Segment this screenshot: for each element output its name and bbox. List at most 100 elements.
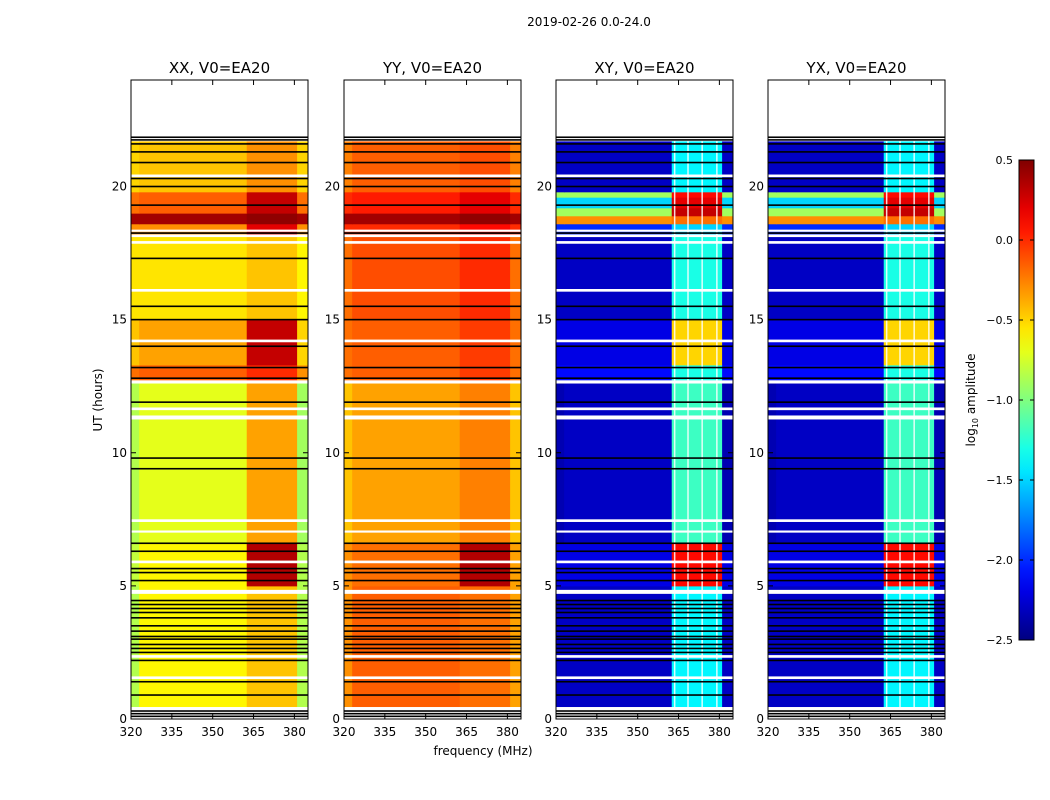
panel-xx: XX, V0=EA20 320 335 350 365 380 0 5 10 15 20 <box>112 59 309 739</box>
panel-yx: YX, V0=EA20 320 335 350 365 380 0 5 10 15 20 <box>749 59 946 739</box>
heatmap-cell <box>671 543 723 587</box>
heatmap-cell <box>671 234 723 321</box>
y-tick-label: 10 <box>112 446 127 460</box>
flagged-line <box>344 257 521 260</box>
y-tick-label: 15 <box>112 313 127 327</box>
flagged-gap <box>768 655 945 658</box>
heatmap-cell <box>776 543 885 587</box>
rfi-flag-column <box>687 141 689 708</box>
flagged-line <box>344 603 521 606</box>
flagged-gap <box>768 80 945 142</box>
flagged-line <box>556 571 733 574</box>
flagged-gap <box>131 241 308 244</box>
flagged-line <box>768 630 945 632</box>
flagged-gap <box>344 289 521 292</box>
flagged-line <box>344 607 521 610</box>
flagged-line <box>556 694 733 696</box>
flagged-line <box>131 257 308 260</box>
heatmap-cell <box>344 319 353 382</box>
flagged-line <box>768 638 945 640</box>
x-tick-label: 320 <box>333 725 356 739</box>
x-tick-label: 365 <box>455 725 478 739</box>
heatmap-cell <box>459 543 511 587</box>
panel-yy: YY, V0=EA20 320 335 350 365 380 0 5 10 15 20 <box>325 59 522 739</box>
heatmap-cell <box>510 223 521 235</box>
flagged-line <box>556 401 733 403</box>
heatmap-cell <box>139 585 248 708</box>
heatmap-cell <box>768 223 777 235</box>
flagged-line <box>768 647 945 650</box>
flagged-gap <box>768 289 945 292</box>
flagged-gap <box>131 339 308 343</box>
colorbar-tick-label: −2.0 <box>986 554 1013 567</box>
flagged-gap <box>768 407 945 411</box>
flagged-line <box>344 638 521 640</box>
heatmap-cell <box>564 585 673 708</box>
y-tick-label: 15 <box>325 313 340 327</box>
flagged-line <box>768 643 945 646</box>
rfi-flag-column <box>928 141 930 708</box>
y-tick-label: 20 <box>749 180 764 194</box>
flagged-line <box>131 635 308 638</box>
panel-title: YY, V0=EA20 <box>382 59 482 77</box>
flagged-line <box>556 617 733 619</box>
heatmap-cell <box>344 380 353 544</box>
heatmap-cell <box>297 234 308 321</box>
flagged-line <box>556 647 733 650</box>
flagged-line <box>768 635 945 638</box>
flagged-line <box>556 185 733 188</box>
heatmap-cell <box>768 585 777 708</box>
flagged-line <box>556 377 733 379</box>
rfi-flag-column <box>716 141 718 708</box>
heatmap-cell <box>934 197 945 209</box>
flagged-line <box>344 366 521 369</box>
heatmap-cell <box>564 234 673 321</box>
flagged-gap <box>768 415 945 420</box>
flagged-gap <box>556 407 733 411</box>
flagged-line <box>556 710 733 712</box>
heatmap-cell <box>722 319 733 366</box>
heatmap-cell <box>459 585 511 708</box>
x-tick-label: 350 <box>626 725 649 739</box>
heatmap-cell <box>246 364 298 382</box>
heatmap-cell <box>564 319 673 366</box>
heatmap-cell <box>510 380 521 544</box>
heatmap-cell <box>459 141 511 193</box>
heatmap-cell <box>722 543 733 587</box>
x-tick-label: 380 <box>708 725 731 739</box>
flagged-gap <box>768 174 945 178</box>
flagged-line <box>768 143 945 145</box>
flagged-gap <box>131 229 308 232</box>
heatmap-cell <box>131 380 140 544</box>
flagged-line <box>556 457 733 459</box>
colorbar-tick-label: −1.0 <box>986 394 1013 407</box>
flagged-line <box>131 457 308 459</box>
flagged-gap <box>768 229 945 232</box>
flagged-line <box>131 204 308 206</box>
flagged-line <box>131 710 308 712</box>
flagged-line <box>768 232 945 234</box>
flagged-line <box>344 712 521 715</box>
heatmap-cell <box>510 234 521 321</box>
x-tick-label: 335 <box>160 725 183 739</box>
heatmap-cell <box>131 213 140 225</box>
heatmap-cell <box>246 141 298 193</box>
x-tick-label: 380 <box>496 725 519 739</box>
flagged-line <box>768 659 945 662</box>
flagged-gap <box>556 241 733 244</box>
flagged-line <box>344 161 521 164</box>
y-tick-label: 20 <box>325 180 340 194</box>
flagged-line <box>131 139 308 141</box>
flagged-line <box>768 603 945 606</box>
flagged-line <box>556 305 733 308</box>
heatmap-cell <box>139 364 248 382</box>
flagged-line <box>131 542 308 545</box>
flagged-gap <box>344 80 521 142</box>
flagged-line <box>131 651 308 654</box>
flagged-line <box>768 694 945 696</box>
heatmap-cell <box>722 191 733 198</box>
flagged-gap <box>556 676 733 680</box>
heatmap-yy <box>344 80 521 719</box>
heatmap-cell <box>934 364 945 382</box>
flagged-line <box>131 599 308 602</box>
